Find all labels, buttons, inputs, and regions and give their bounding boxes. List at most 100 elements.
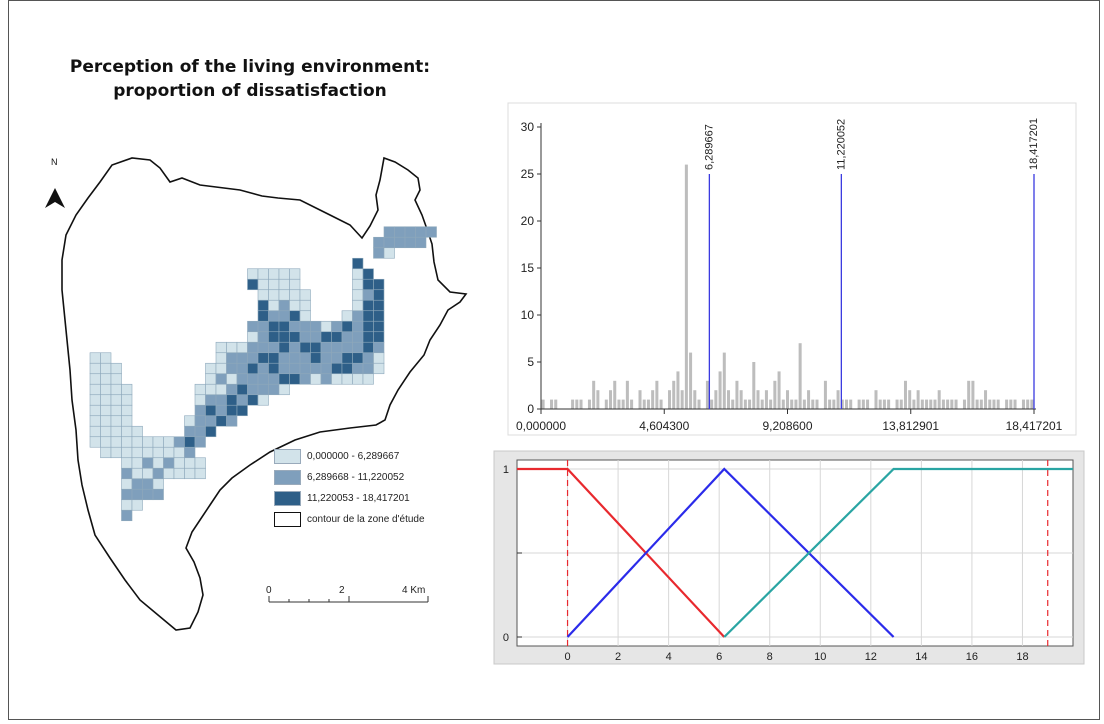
north-label: N <box>51 157 58 167</box>
histogram-bar <box>916 390 920 409</box>
histogram-bar <box>604 399 608 409</box>
histogram-bar <box>735 380 739 409</box>
map-cell <box>131 499 143 511</box>
map-cell <box>236 404 248 417</box>
map-cell <box>152 488 164 501</box>
membership-series-line <box>723 467 1073 638</box>
legend-item: 6,289668 - 11,220052 <box>274 469 425 486</box>
membership-x-tick-label: 16 <box>966 651 978 663</box>
histogram-y-tick-label: 20 <box>521 214 535 228</box>
histogram-bar <box>651 390 655 409</box>
histogram-bar <box>748 399 752 409</box>
histogram-bar <box>794 399 798 409</box>
membership-x-tick-label: 12 <box>865 651 877 663</box>
legend-label: 0,000000 - 6,289667 <box>307 451 400 462</box>
histogram-bar <box>689 352 693 409</box>
map-cell <box>425 226 437 238</box>
histogram-bar <box>697 399 701 409</box>
histogram-bar <box>617 399 621 409</box>
histogram-bar <box>967 380 971 409</box>
histogram-bar <box>899 399 903 409</box>
legend-item: 11,220053 - 18,417201 <box>274 490 425 507</box>
histogram-bar <box>642 399 646 409</box>
legend-swatch <box>274 491 301 506</box>
histogram-bar <box>887 399 891 409</box>
legend-label: 11,220053 - 18,417201 <box>307 493 410 504</box>
histogram-bar <box>798 343 802 409</box>
histogram-bar <box>655 380 659 409</box>
map-cell <box>373 362 385 375</box>
histogram-bar <box>579 399 583 409</box>
membership-x-tick-label: 14 <box>915 651 927 663</box>
histogram-bar <box>903 380 907 409</box>
membership-series-line <box>517 467 726 638</box>
histogram-bar <box>962 399 966 409</box>
histogram-bar <box>676 371 680 409</box>
histogram-bar <box>878 399 882 409</box>
histogram-bar <box>781 399 785 409</box>
histogram-bar <box>773 380 777 409</box>
legend-swatch <box>274 470 301 485</box>
histogram-bar <box>541 399 545 409</box>
histogram-bar <box>811 399 815 409</box>
map-title: Perception of the living environment: pr… <box>60 55 440 103</box>
histogram-bar <box>882 399 886 409</box>
histogram-bar <box>920 399 924 409</box>
histogram-bar <box>979 399 983 409</box>
histogram-bar <box>769 399 773 409</box>
histogram-bar <box>988 399 992 409</box>
legend-swatch <box>274 512 301 527</box>
membership-x-tick-label: 4 <box>666 651 672 663</box>
histogram-bar <box>587 399 591 409</box>
histogram-bar <box>693 390 697 409</box>
legend-item: contour de la zone d'étude <box>274 511 425 528</box>
histogram-y-tick-label: 10 <box>521 308 535 322</box>
legend-label: 6,289668 - 11,220052 <box>307 472 405 483</box>
histogram-bar <box>996 399 1000 409</box>
histogram-bar <box>1009 399 1013 409</box>
histogram-x-tick-label: 4,604300 <box>639 419 689 433</box>
histogram-bar <box>554 399 558 409</box>
histogram-x-tick-label: 13,812901 <box>882 419 939 433</box>
scale-bar <box>268 596 429 603</box>
histogram-bar <box>777 371 781 409</box>
map-legend: 0,000000 - 6,289667 6,289668 - 11,220052… <box>274 448 425 532</box>
scale-label-4km: 4 Km <box>402 585 426 596</box>
histogram-bar <box>550 399 554 409</box>
histogram-bar <box>912 399 916 409</box>
histogram-bar <box>929 399 933 409</box>
histogram-bar <box>849 399 853 409</box>
histogram-break-label: 6,289667 <box>703 124 715 170</box>
map-cell <box>278 383 290 396</box>
histogram-bar <box>743 399 747 409</box>
histogram-bar <box>832 399 836 409</box>
histogram-bar <box>731 399 735 409</box>
histogram-bar <box>802 399 806 409</box>
histogram-panel <box>507 102 1077 436</box>
histogram-bar <box>752 362 756 409</box>
histogram-bar <box>718 371 722 409</box>
membership-x-tick-label: 0 <box>564 651 570 663</box>
histogram-bar <box>950 399 954 409</box>
histogram-bar <box>941 399 945 409</box>
histogram-bar <box>828 399 832 409</box>
membership-x-tick-label: 2 <box>615 651 621 663</box>
map-title-line1: Perception of the living environment: <box>69 57 431 77</box>
histogram-bar <box>659 399 663 409</box>
histogram-bar <box>861 399 865 409</box>
histogram-bar <box>625 380 629 409</box>
histogram-bar <box>908 390 912 409</box>
histogram-bar <box>727 390 731 409</box>
histogram-bar <box>1021 399 1025 409</box>
histogram-bar <box>937 390 941 409</box>
histogram-bar <box>946 399 950 409</box>
membership-x-tick-label: 18 <box>1016 651 1028 663</box>
scale-label-0: 0 <box>266 585 272 596</box>
histogram-bar <box>638 390 642 409</box>
histogram-bar <box>895 399 899 409</box>
histogram-bar <box>596 390 600 409</box>
membership-x-tick-label: 6 <box>716 651 722 663</box>
map-cell <box>194 436 206 448</box>
histogram-x-tick-label: 18,417201 <box>1006 419 1063 433</box>
